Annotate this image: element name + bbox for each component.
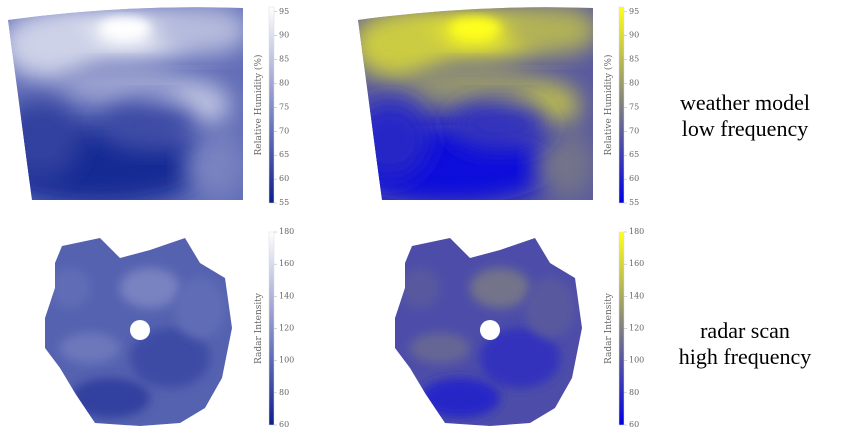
colorbar-tick-label: 65 (629, 150, 639, 159)
colorbar-label: Radar Intensity (254, 292, 264, 364)
colorbar-tick-label: 140 (629, 291, 644, 300)
colorbar-tick-label: 85 (279, 55, 289, 64)
colorbar-tick-label: 100 (279, 356, 294, 365)
panel: 95 90 85 80 75 70 65 60 55 Relative Humidity (%) (0, 0, 289, 207)
colorbar-tick-label: 60 (629, 420, 639, 429)
colorbar-tick-label: 60 (279, 174, 289, 183)
colorbar-tick-label: 65 (279, 150, 289, 159)
panel: 180 160 140 120 100 80 60 Radar Intensity (350, 227, 644, 432)
caption: high frequency (679, 344, 812, 369)
colorbar-tick-label: 75 (629, 102, 639, 111)
colorbar-tick-label: 55 (629, 198, 639, 207)
colorbar-tick-label: 160 (279, 259, 294, 268)
colorbar-tick-label: 80 (279, 388, 289, 397)
page: 959085807570656055Relative Humidity (%)9… (0, 0, 850, 432)
colorbar-tick-label: 60 (279, 420, 289, 429)
heatmap-image (0, 228, 250, 432)
colorbar-tick-label: 70 (279, 126, 289, 135)
colorbar-tick-label: 75 (279, 102, 289, 111)
colorbar-tick-label: 80 (629, 388, 639, 397)
colorbar-label: Relative Humidity (%) (253, 55, 264, 156)
colorbar-tick-label: 180 (629, 227, 644, 236)
colorbar-tick-label: 120 (629, 324, 644, 333)
colorbar-tick-label: 55 (279, 198, 289, 207)
colorbar (269, 232, 274, 425)
caption: radar scan (700, 318, 790, 343)
panel: 180 160 140 120 100 80 60 Radar Intensity (0, 227, 294, 432)
colorbar (619, 7, 624, 203)
figure: 959085807570656055Relative Humidity (%)9… (0, 0, 850, 432)
colorbar-tick-label: 80 (279, 78, 289, 87)
colorbar-tick-label: 95 (279, 7, 289, 16)
colorbar-tick-label: 120 (279, 324, 294, 333)
heatmap-image (0, 0, 250, 205)
colorbar-label: Relative Humidity (%) (603, 55, 614, 156)
colorbar-tick-label: 90 (629, 31, 639, 40)
colorbar-tick-label: 100 (629, 356, 644, 365)
colorbar (619, 232, 624, 425)
caption: low frequency (682, 116, 808, 141)
colorbar-tick-label: 70 (629, 126, 639, 135)
colorbar-label: Radar Intensity (604, 292, 614, 364)
colorbar-tick-label: 160 (629, 259, 644, 268)
heatmap-image (350, 228, 600, 432)
colorbar-tick-label: 95 (629, 7, 639, 16)
panel: 95 90 85 80 75 70 65 60 55 Relative Humidity (%) (340, 0, 639, 207)
colorbar (269, 7, 274, 203)
colorbar-tick-label: 90 (279, 31, 289, 40)
colorbar-tick-label: 80 (629, 78, 639, 87)
colorbar-tick-label: 85 (629, 55, 639, 64)
colorbar-tick-label: 180 (279, 227, 294, 236)
colorbar-tick-label: 140 (279, 291, 294, 300)
heatmap-image (340, 0, 600, 205)
caption: weather model (680, 90, 810, 115)
colorbar-tick-label: 60 (629, 174, 639, 183)
